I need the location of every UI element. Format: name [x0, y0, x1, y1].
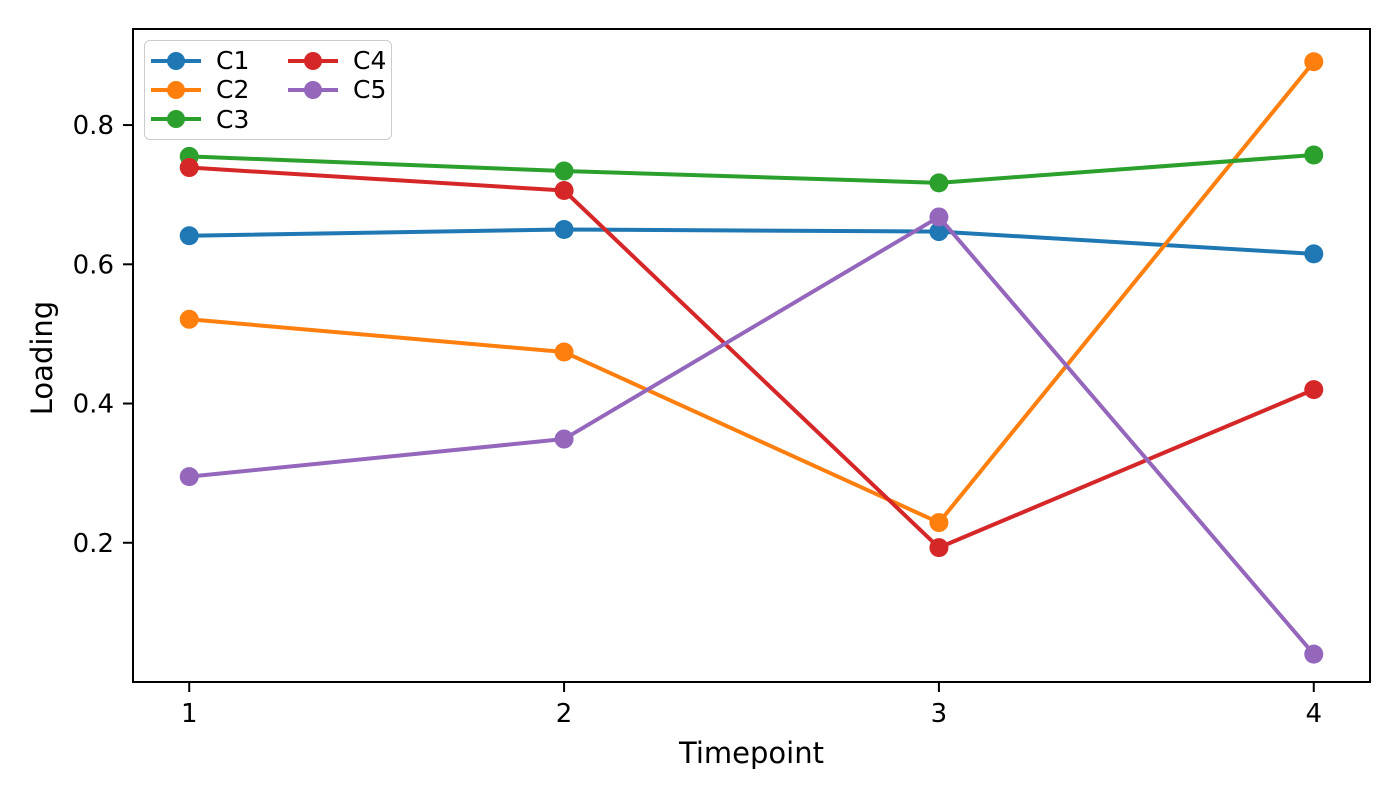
- x-axis-label: Timepoint: [679, 736, 824, 770]
- series-C5-marker-t4: [1304, 644, 1324, 664]
- series-C4-marker-t2: [554, 181, 574, 201]
- series-C4-marker-t1: [179, 158, 199, 178]
- series-C3-marker-t3: [929, 173, 949, 193]
- series-C1-marker-t3: [929, 222, 949, 242]
- legend-label-C3: C3: [216, 104, 250, 134]
- x-tick-label-3: 3: [931, 699, 948, 729]
- series-C2-line: [187, 59, 1316, 525]
- legend-item-C4: C4: [288, 48, 386, 73]
- series-C4-marker-t3: [929, 538, 949, 558]
- y-tick-label-0.8: 0.8: [73, 111, 114, 141]
- legend-item-C5: C5: [288, 77, 386, 102]
- series-C1-marker-t2: [554, 219, 574, 239]
- y-tick-label-0.2: 0.2: [73, 529, 114, 559]
- series-C4-line: [187, 165, 1316, 550]
- series-C2-marker-t3: [929, 513, 949, 533]
- series-C3-marker-t4: [1304, 145, 1324, 165]
- series-C5-marker-t3: [929, 207, 949, 227]
- series-C3-marker-t2: [554, 161, 574, 181]
- x-tick-label-2: 2: [556, 699, 573, 729]
- y-tick-label-0.4: 0.4: [73, 390, 114, 420]
- series-C5-marker-t1: [179, 467, 199, 487]
- series-C3-line: [187, 153, 1316, 185]
- y-tick-label-0.6: 0.6: [73, 250, 114, 280]
- legend-item-C2: C2: [151, 77, 288, 102]
- series-C5-marker-t2: [554, 429, 574, 449]
- legend-swatch-C3-icon: [151, 110, 201, 129]
- series-C5-line: [187, 214, 1316, 657]
- series-C2-marker-t1: [179, 309, 199, 329]
- legend-label-C4: C4: [353, 46, 387, 76]
- series-C1-marker-t4: [1304, 244, 1324, 264]
- legend-label-C5: C5: [353, 75, 387, 105]
- legend-swatch-C4-icon: [288, 51, 338, 70]
- legend-item-C1: C1: [151, 48, 288, 73]
- series-C1-marker-t1: [179, 226, 199, 246]
- series-C4-marker-t4: [1304, 380, 1324, 400]
- y-axis-label: Loading: [25, 300, 59, 416]
- series-C1-line: [187, 227, 1316, 256]
- legend-swatch-C2-icon: [151, 80, 201, 99]
- series-C2-marker-t4: [1304, 52, 1324, 72]
- legend: C1 C2 C3 C4 C5: [144, 40, 392, 140]
- legend-label-C2: C2: [216, 75, 250, 105]
- legend-swatch-C5-icon: [288, 80, 338, 99]
- series-C2-marker-t2: [554, 342, 574, 362]
- legend-item-C3: C3: [151, 107, 288, 132]
- x-tick-label-1: 1: [181, 699, 198, 729]
- axes-frame: [132, 28, 1371, 683]
- legend-label-C1: C1: [216, 46, 250, 76]
- x-tick-label-4: 4: [1305, 699, 1322, 729]
- legend-swatch-C1-icon: [151, 51, 201, 70]
